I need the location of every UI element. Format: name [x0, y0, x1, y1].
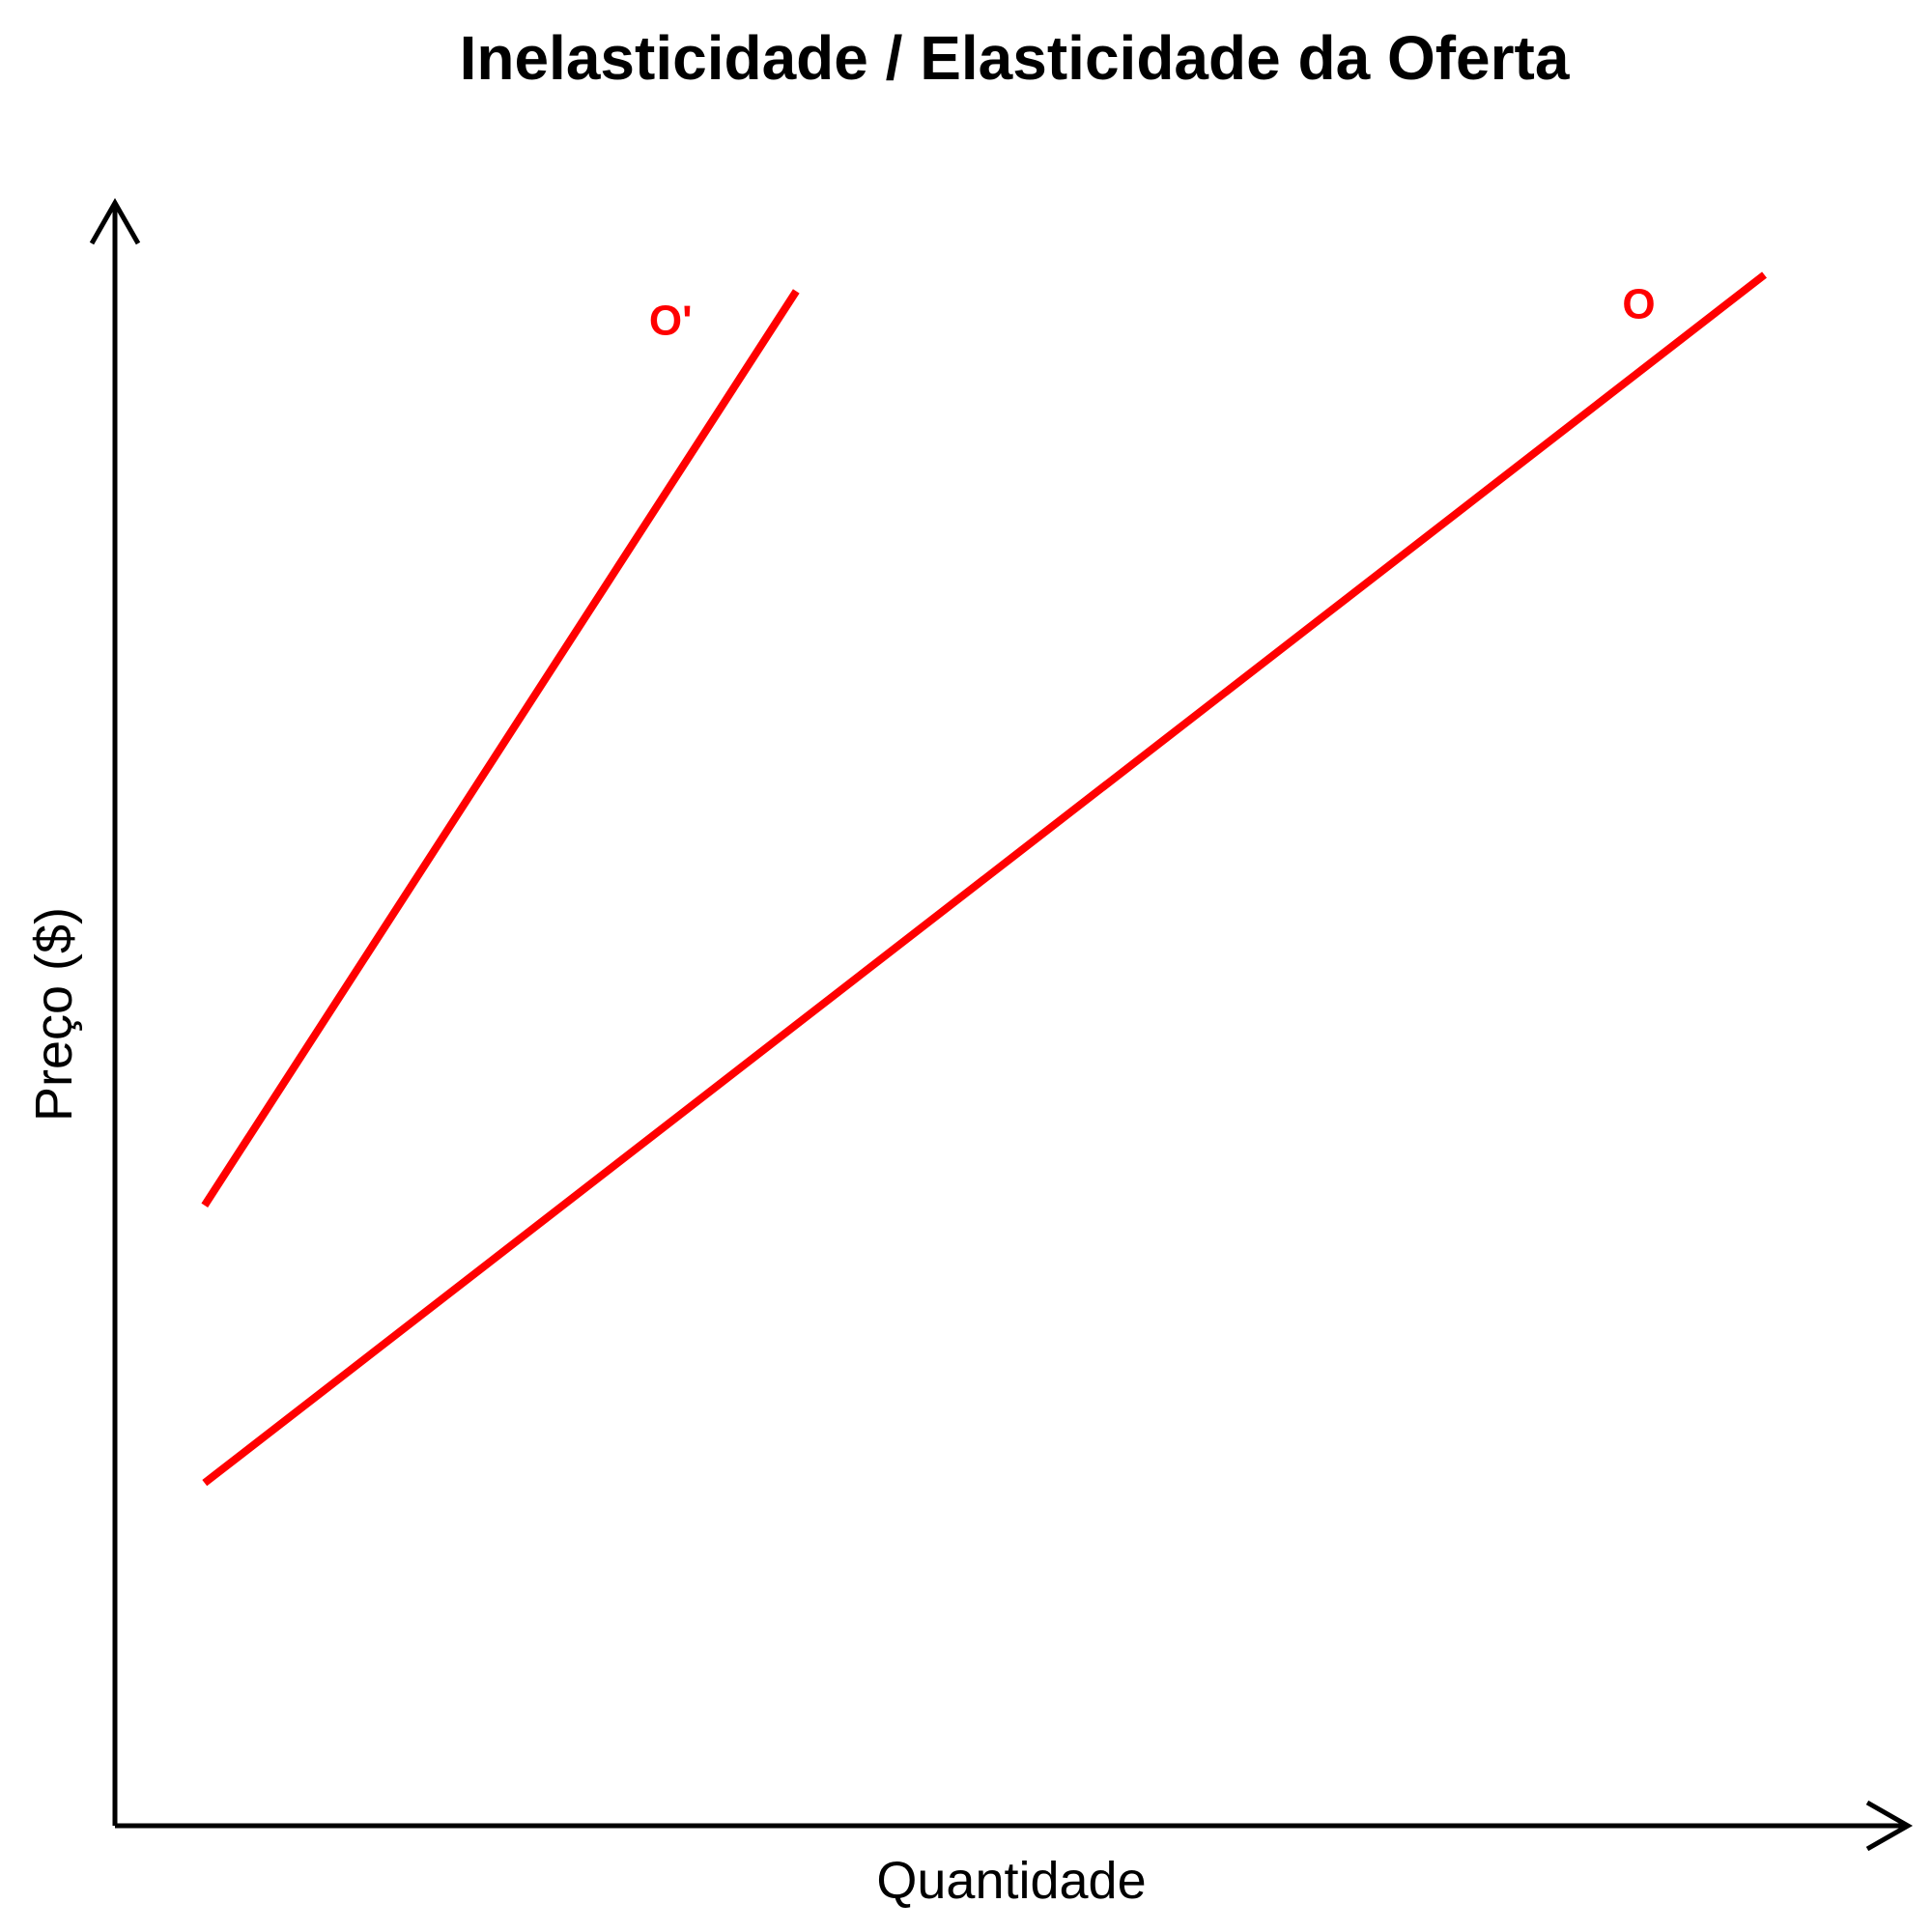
x-axis-label: Quantidade — [876, 1852, 1146, 1910]
y-axis-arrowhead — [89, 197, 141, 245]
series-layer — [201, 271, 1767, 1487]
series-line-1 — [201, 289, 800, 1208]
y-axis-label: Preço ($) — [25, 907, 83, 1122]
series-label-1: O' — [649, 297, 693, 344]
axes — [89, 197, 1914, 1852]
chart-title: Inelasticidade / Elasticidade da Oferta — [460, 23, 1570, 93]
series-label-layer: O' O — [649, 281, 1656, 345]
x-axis-arrowhead — [1865, 1800, 1914, 1852]
series-line-2 — [202, 271, 1767, 1487]
series-label-2: O — [1622, 281, 1655, 328]
